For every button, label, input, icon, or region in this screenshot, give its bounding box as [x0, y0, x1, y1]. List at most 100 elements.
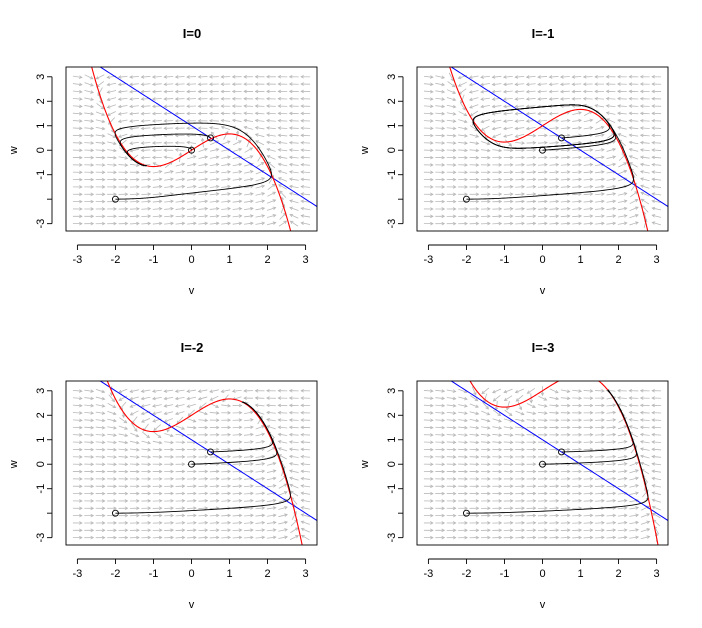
vector-arrowhead	[78, 89, 83, 94]
vector-arrowhead	[204, 506, 209, 510]
vector-arrowhead	[589, 535, 594, 540]
vector-arrow	[209, 208, 219, 210]
vector-arrowhead	[283, 483, 288, 487]
vector-arrow	[629, 432, 638, 438]
vector-arrow	[640, 536, 650, 540]
vector-arrowhead	[578, 491, 583, 496]
x-tick-label: -3	[424, 254, 434, 266]
vector-arrow	[606, 456, 616, 458]
vector-arrowhead	[158, 221, 163, 226]
vector-arrow	[458, 426, 468, 429]
vector-arrow	[84, 112, 94, 115]
vector-arrowhead	[452, 469, 457, 474]
vector-arrowhead	[193, 425, 197, 430]
vector-arrowhead	[554, 390, 559, 394]
vector-arrowhead	[152, 162, 157, 166]
vector-arrow	[560, 200, 570, 203]
vector-arrowhead	[101, 141, 106, 145]
vector-arrow	[549, 112, 559, 115]
vector-arrow	[595, 134, 605, 137]
vector-arrow	[526, 222, 536, 225]
vector-arrowhead	[566, 477, 571, 481]
vector-arrow	[255, 134, 265, 138]
vector-arrowhead	[174, 97, 179, 101]
vector-field	[72, 74, 311, 227]
vector-arrowhead	[215, 499, 220, 503]
vector-arrowhead	[639, 104, 644, 108]
vector-arrowhead	[623, 440, 628, 444]
vector-arrowhead	[300, 440, 304, 444]
vector-arrow	[617, 463, 627, 466]
vector-arrow	[572, 222, 582, 225]
vector-arrowhead	[163, 119, 168, 123]
vector-arrow	[301, 149, 311, 151]
vector-arrowhead	[215, 484, 220, 488]
vector-arrow	[526, 215, 536, 218]
vector-arrowhead	[90, 425, 95, 430]
vector-arrowhead	[441, 418, 446, 423]
vector-arrow	[526, 112, 536, 115]
vector-arrow	[583, 186, 593, 188]
vector-arrowhead	[170, 440, 174, 445]
vector-arrowhead	[238, 140, 242, 144]
vector-arrowhead	[208, 97, 213, 101]
vector-arrow	[187, 418, 196, 423]
vector-arrowhead	[502, 75, 507, 79]
vector-arrow	[141, 83, 151, 85]
vector-arrow	[482, 401, 489, 410]
vector-arrowhead	[204, 469, 209, 474]
vector-arrowhead	[651, 396, 655, 400]
vector-arrow	[503, 434, 513, 436]
vector-arrowhead	[571, 89, 576, 94]
vector-arrowhead	[578, 111, 582, 115]
vector-arrow	[606, 200, 616, 203]
vector-arrow	[617, 500, 627, 502]
vector-arrowhead	[452, 119, 457, 123]
vector-arrowhead	[288, 432, 293, 437]
vector-arrow	[186, 222, 197, 225]
vector-arrow	[515, 222, 525, 225]
vector-arrow	[481, 141, 490, 145]
vector-arrowhead	[651, 104, 655, 108]
vector-arrowhead	[635, 221, 639, 225]
vector-arrowhead	[204, 155, 209, 159]
vector-arrow	[266, 462, 276, 466]
vector-arrowhead	[193, 214, 197, 218]
vector-arrow	[278, 120, 288, 122]
vector-arrowhead	[566, 528, 571, 532]
vector-arrowhead	[90, 148, 95, 153]
vector-arrowhead	[79, 484, 83, 489]
vector-arrowhead	[215, 440, 220, 444]
vector-arrowhead	[520, 411, 525, 416]
vector-arrowhead	[464, 499, 468, 503]
vector-arrow	[289, 441, 299, 444]
vector-arrow	[223, 131, 229, 140]
vector-arrowhead	[651, 199, 656, 204]
vector-arrowhead	[651, 418, 655, 422]
vector-arrow	[629, 191, 638, 198]
vector-arrowhead	[521, 192, 526, 196]
vector-arrow	[175, 163, 185, 167]
vector-arrowhead	[628, 82, 633, 86]
vector-arrowhead	[238, 499, 243, 503]
vector-arrowhead	[605, 111, 610, 115]
vector-arrow	[141, 105, 151, 107]
vector-arrowhead	[200, 137, 205, 142]
vector-arrow	[617, 112, 627, 115]
vector-arrowhead	[532, 447, 537, 452]
vector-arrow	[255, 140, 265, 146]
vector-arrowhead	[555, 162, 560, 167]
vector-arrowhead	[181, 214, 186, 218]
vector-arrowhead	[79, 403, 83, 408]
vector-arrowhead	[589, 491, 594, 496]
vector-arrow	[595, 522, 605, 524]
vector-arrowhead	[544, 491, 548, 496]
vector-arrowhead	[509, 177, 514, 182]
vector-arrowhead	[227, 469, 232, 474]
vector-arrowhead	[521, 469, 526, 474]
vector-arrowhead	[532, 469, 537, 474]
vector-arrow	[640, 448, 650, 451]
vector-arrow	[255, 448, 265, 451]
vector-arrowhead	[151, 111, 156, 116]
vector-arrowhead	[566, 162, 571, 167]
